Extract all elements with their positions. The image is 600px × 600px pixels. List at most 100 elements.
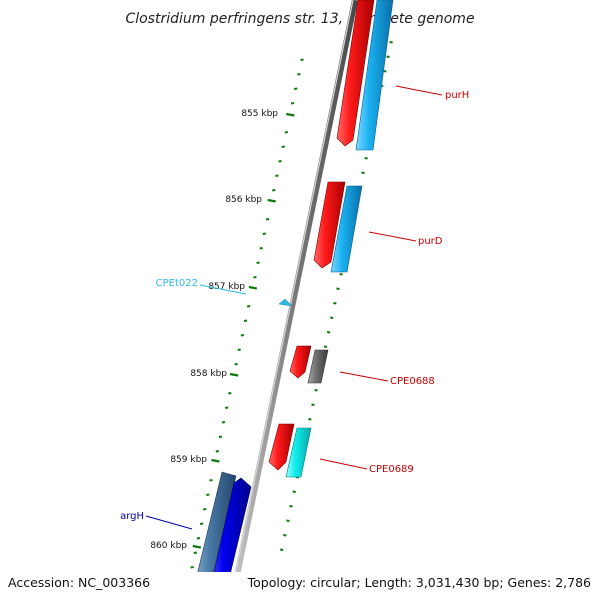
ruler-minor-tick bbox=[259, 247, 263, 250]
ruler-minor-tick bbox=[294, 87, 298, 90]
CPE0689-cds-arrow[interactable] bbox=[268, 423, 295, 471]
ruler-minor-tick bbox=[290, 102, 295, 105]
outer-ruler-tick bbox=[326, 331, 331, 334]
ruler-minor-tick bbox=[265, 218, 270, 221]
ruler-minor-tick bbox=[206, 493, 210, 496]
footer-background bbox=[0, 572, 600, 600]
ruler-minor-tick bbox=[275, 174, 279, 177]
kbp-label-855: 855 kbp bbox=[241, 109, 278, 119]
ruler-minor-tick bbox=[297, 73, 301, 76]
ruler-minor-tick bbox=[209, 479, 213, 482]
CPE0688-cog-bar[interactable] bbox=[307, 349, 329, 384]
ruler-minor-tick bbox=[278, 160, 282, 163]
ruler-major-tick bbox=[192, 544, 201, 549]
gene-CPE0688[interactable]: CPE0688 bbox=[289, 345, 435, 387]
outer-ruler-tick bbox=[283, 534, 287, 537]
ruler-major-tick bbox=[229, 372, 239, 377]
ruler-minor-tick bbox=[234, 363, 238, 366]
chromosome-backbone bbox=[229, 0, 358, 600]
outer-ruler-tick bbox=[289, 505, 293, 508]
purD-label[interactable]: purD bbox=[418, 236, 443, 247]
CPE0688-leader-line bbox=[339, 371, 389, 382]
CPE0689-leader-line bbox=[319, 458, 368, 470]
ruler-minor-tick bbox=[281, 145, 285, 148]
ruler-minor-tick bbox=[203, 508, 207, 511]
ruler-minor-tick bbox=[243, 319, 248, 322]
ruler-minor-tick bbox=[300, 58, 304, 61]
ruler-minor-tick bbox=[225, 406, 229, 409]
ruler-minor-tick bbox=[284, 131, 288, 134]
CPEt022-label[interactable]: CPEt022 bbox=[156, 278, 198, 289]
outer-ruler-tick bbox=[314, 389, 318, 392]
ruler-major-tick bbox=[267, 198, 276, 203]
ruler-minor-tick bbox=[272, 189, 276, 192]
ruler-major-tick bbox=[286, 112, 295, 117]
ruler-minor-tick bbox=[262, 232, 266, 235]
gene-CPEt022[interactable]: CPEt022 bbox=[156, 278, 293, 307]
accession-text: Accession: NC_003366 bbox=[8, 575, 150, 590]
kbp-label-859: 859 kbp bbox=[170, 455, 207, 465]
outer-ruler-tick bbox=[330, 316, 334, 319]
kbp-label-856: 856 kbp bbox=[225, 195, 262, 205]
map-title: Clostridium perfringens str. 13, complet… bbox=[125, 11, 474, 27]
CPE0689-cog-bar[interactable] bbox=[285, 427, 312, 478]
gene-CPE0689[interactable]: CPE0689 bbox=[268, 423, 414, 478]
outer-ruler-tick bbox=[364, 157, 368, 160]
ruler-labels: 855 kbp 856 kbp 857 kbp 858 kbp 859 kbp … bbox=[150, 109, 278, 551]
outer-ruler-tick bbox=[383, 70, 387, 73]
argH-cds-arrow[interactable] bbox=[207, 477, 252, 600]
ruler-minor-tick bbox=[218, 435, 223, 438]
backbone-highlight bbox=[229, 0, 354, 600]
CPEt022-leader-line bbox=[199, 284, 247, 295]
ruler-minor-tick bbox=[196, 537, 201, 540]
CPEt022-trna-marker[interactable] bbox=[278, 298, 293, 307]
ruler-minor-tick bbox=[246, 305, 251, 308]
ruler-minor-tick bbox=[237, 348, 241, 351]
purH-leader-line bbox=[395, 85, 443, 96]
outer-ruler-tick bbox=[280, 548, 284, 551]
ruler-major-tick bbox=[211, 458, 220, 463]
CPE0689-label[interactable]: CPE0689 bbox=[369, 464, 414, 475]
outer-ruler-tick bbox=[308, 418, 312, 421]
ruler-minor-tick bbox=[199, 522, 204, 525]
purD-cds-arrow[interactable] bbox=[313, 181, 346, 269]
ruler-minor-tick bbox=[240, 334, 245, 337]
kbp-label-860: 860 kbp bbox=[150, 541, 187, 551]
purD-leader-line bbox=[368, 231, 417, 242]
ruler-minor-tick bbox=[253, 276, 257, 279]
ruler-minor-tick bbox=[190, 566, 194, 569]
kbp-label-857: 857 kbp bbox=[208, 282, 245, 292]
outer-ruler-tick bbox=[361, 171, 365, 174]
gene-purD[interactable]: purD bbox=[313, 181, 443, 273]
ruler-minor-tick bbox=[228, 392, 232, 395]
outer-ruler-tick bbox=[339, 273, 343, 276]
outer-ruler-tick bbox=[389, 41, 393, 44]
ruler-minor-tick bbox=[215, 450, 219, 453]
outer-ruler-tick bbox=[333, 302, 337, 305]
outer-ruler-tick bbox=[311, 403, 315, 406]
purH-cds-arrow[interactable] bbox=[336, 0, 375, 147]
argH-cog-bar[interactable] bbox=[190, 471, 237, 600]
CPE0688-label[interactable]: CPE0688 bbox=[390, 376, 435, 387]
purH-label[interactable]: purH bbox=[445, 90, 469, 101]
ruler-minor-tick bbox=[256, 261, 260, 264]
CPE0688-cds-arrow[interactable] bbox=[289, 345, 312, 379]
purH-cog-bar[interactable] bbox=[355, 0, 394, 151]
genome-summary-text: Topology: circular; Length: 3,031,430 bp… bbox=[247, 575, 591, 590]
ruler-major-tick bbox=[248, 285, 258, 290]
argH-leader-line bbox=[145, 515, 193, 530]
outer-ruler-tick bbox=[292, 490, 296, 493]
kbp-label-858: 858 kbp bbox=[190, 369, 227, 379]
outer-ruler-tick bbox=[286, 519, 290, 522]
ruler-minor-tick bbox=[221, 421, 226, 424]
purD-cog-bar[interactable] bbox=[330, 185, 363, 273]
outer-ruler-tick bbox=[386, 55, 390, 58]
gene-purH[interactable]: purH bbox=[336, 0, 469, 151]
outer-ruler-tick bbox=[336, 287, 340, 290]
ruler-minor-tick bbox=[193, 551, 197, 554]
argH-label[interactable]: argH bbox=[120, 511, 144, 522]
gene-argH[interactable]: argH bbox=[120, 471, 252, 600]
outer-ruler-tick bbox=[323, 345, 328, 348]
